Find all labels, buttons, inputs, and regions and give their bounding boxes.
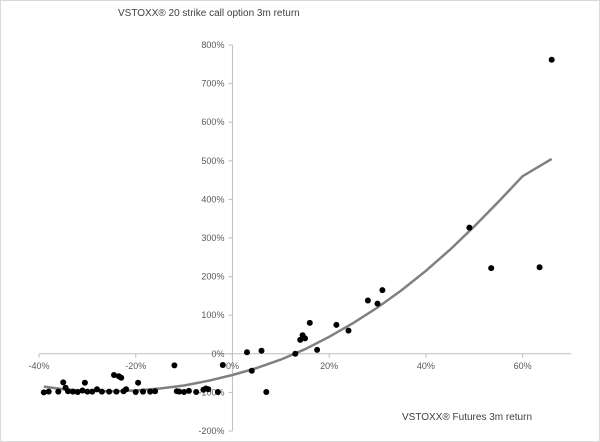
data-point <box>193 389 200 395</box>
data-point <box>176 388 183 395</box>
x-tick-label: 0% <box>226 361 239 371</box>
data-point <box>258 347 265 354</box>
y-tick-label: 300% <box>201 233 224 243</box>
y-tick-label: 500% <box>201 156 224 166</box>
data-point <box>314 346 321 353</box>
data-point <box>113 388 120 395</box>
data-point <box>205 386 212 393</box>
y-tick-label: 800% <box>201 40 224 50</box>
trendline-group <box>43 157 553 393</box>
data-point <box>135 379 142 386</box>
points-group <box>40 56 555 396</box>
data-point <box>79 387 86 394</box>
data-point <box>302 335 308 342</box>
x-axis-title: VSTOXX® Futures 3m return <box>402 412 532 423</box>
data-point <box>94 386 100 393</box>
data-point <box>60 379 67 386</box>
data-point <box>98 388 105 395</box>
x-tick-label: 60% <box>514 361 532 371</box>
y-tick-label: 400% <box>201 194 224 204</box>
trendline <box>43 157 553 393</box>
x-tick-label: -40% <box>28 361 49 371</box>
data-point <box>123 386 130 393</box>
data-point <box>219 362 226 368</box>
data-point <box>132 389 139 395</box>
data-point <box>374 300 381 307</box>
x-tick-label: 20% <box>320 361 338 371</box>
data-point <box>152 388 159 395</box>
data-point <box>40 389 47 396</box>
data-point <box>181 389 188 395</box>
data-point <box>45 388 52 395</box>
data-point <box>466 224 473 231</box>
data-point <box>214 389 221 395</box>
axes: -40% -20% 0% 20% 40% 60% -200% -100% 0% 100% 200% 3… <box>28 40 571 436</box>
data-point <box>263 389 270 395</box>
data-point <box>248 367 255 374</box>
data-point <box>488 265 495 272</box>
data-point <box>379 287 386 294</box>
y-tick-label: 100% <box>201 310 224 320</box>
data-point <box>118 374 125 381</box>
data-point <box>65 388 71 395</box>
data-point <box>297 336 304 343</box>
y-tick-label: 700% <box>201 79 224 89</box>
data-point <box>140 388 146 395</box>
y-tick-label: -200% <box>198 426 224 436</box>
data-point <box>171 362 178 369</box>
data-point <box>69 388 76 395</box>
data-point <box>111 372 117 378</box>
y-tick-label: -100% <box>198 387 224 397</box>
y-tick-label: 600% <box>201 117 224 127</box>
data-point <box>364 297 371 304</box>
y-tick-label: 200% <box>201 272 224 282</box>
data-point <box>55 388 62 395</box>
data-point <box>89 388 96 395</box>
data-point <box>548 56 555 63</box>
data-point <box>292 350 299 357</box>
data-point <box>345 327 352 334</box>
data-point <box>536 264 543 271</box>
y-tick-label: 0% <box>211 349 224 359</box>
data-point <box>244 349 250 356</box>
y-axis-title: VSTOXX® 20 strike call option 3m return <box>118 8 300 19</box>
data-point <box>106 388 113 395</box>
x-tick-label: 40% <box>417 361 435 371</box>
data-point <box>306 319 313 326</box>
data-point <box>74 389 81 395</box>
x-tick-label: -20% <box>125 361 146 371</box>
data-point <box>84 388 91 395</box>
data-point <box>333 321 340 328</box>
data-point <box>147 388 154 395</box>
data-point <box>81 379 88 386</box>
data-point <box>185 387 192 394</box>
